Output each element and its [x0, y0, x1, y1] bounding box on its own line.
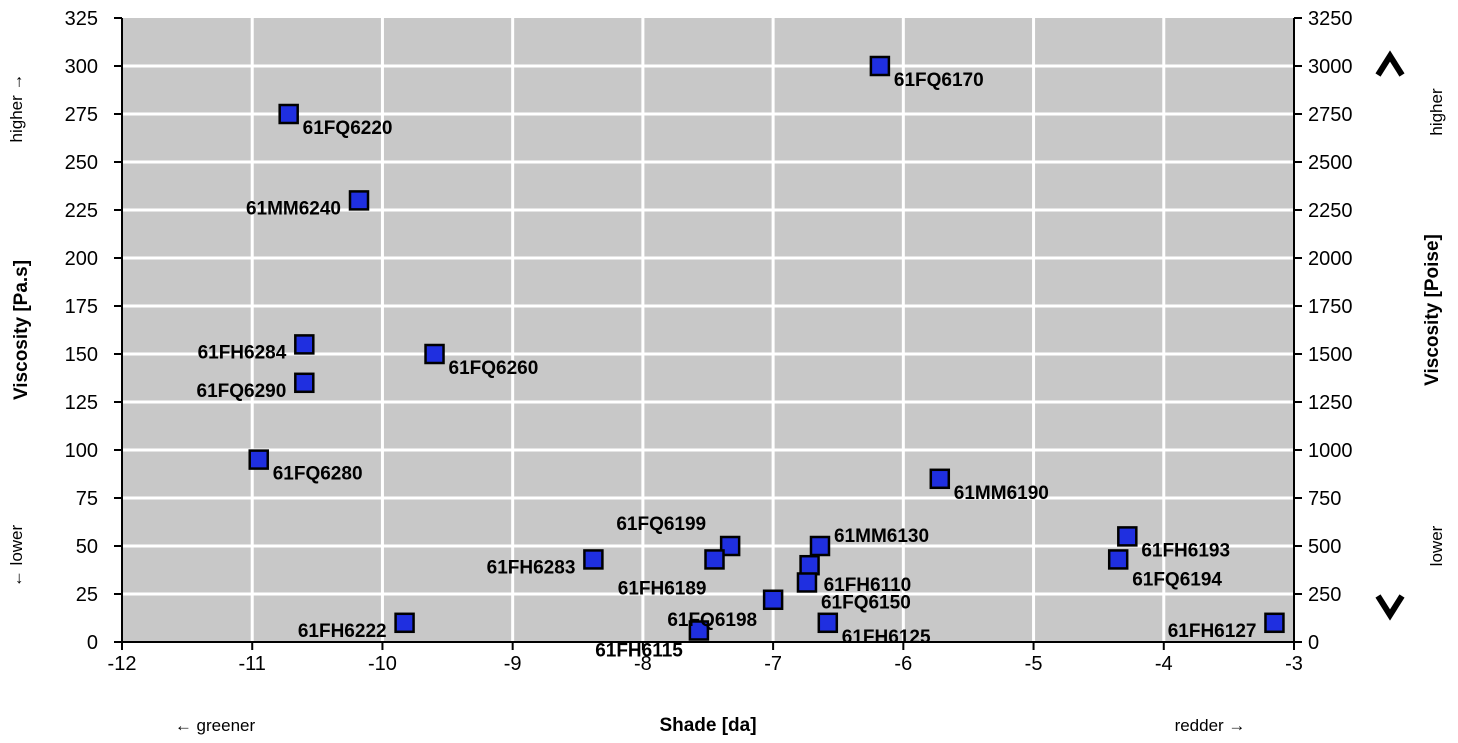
y-tick-label: 325: [65, 8, 98, 30]
x-tick-label: -3: [1285, 653, 1303, 675]
data-point-label: 61FQ6150: [821, 592, 911, 613]
data-point-marker: [704, 549, 725, 570]
y-tick-label: 175: [65, 296, 98, 318]
data-point-label: 61FH6189: [618, 578, 707, 599]
x-tick-label: -12: [108, 653, 137, 675]
data-point-marker: [688, 620, 710, 641]
y-tick-label: 50: [76, 536, 98, 558]
data-point-label: 61FH6125: [842, 627, 931, 648]
data-point-marker: [583, 549, 604, 570]
x-annotation-redder: redder →: [1175, 716, 1246, 735]
y-tick-label: 0: [87, 632, 98, 654]
data-point-label: 61MM6130: [834, 526, 929, 547]
data-point-label: 61FQ6280: [273, 464, 363, 485]
data-point-label: 61FQ6199: [616, 514, 706, 535]
data-point-marker: [294, 372, 315, 394]
x-axis-title: Shade [da]: [659, 715, 756, 736]
data-point-marker: [394, 612, 415, 634]
y2-tick-label: 1500: [1308, 344, 1353, 366]
y-tick-label: 125: [65, 392, 98, 414]
y2-tick-label: 2750: [1308, 104, 1353, 126]
data-point-marker: [1264, 612, 1285, 634]
y-annotation-higher: higher →: [7, 74, 26, 143]
y2-tick-label: 500: [1308, 536, 1341, 558]
y-tick-label: 275: [65, 104, 98, 126]
y2-tick-label: 3250: [1308, 8, 1353, 30]
y-tick-label: 200: [65, 248, 98, 270]
x-tick-label: -10: [368, 653, 397, 675]
data-labels: 61FQ6170 61FQ6220 61MM6240 61FH6284 61FQ6260…: [197, 70, 1257, 661]
y2-tick-label: 1000: [1308, 440, 1353, 462]
data-point-label: 61FQ6290: [197, 381, 287, 402]
data-point-label: 61FQ6194: [1132, 569, 1222, 590]
data-point-marker: [348, 190, 370, 211]
chevron-up-icon: [1375, 50, 1405, 77]
data-point-marker: [719, 535, 741, 557]
data-point-label: 61FQ6198: [667, 610, 757, 631]
y-annotation-lower: ← lower: [7, 524, 26, 587]
y-tick-label: 300: [65, 56, 98, 78]
data-point-marker: [817, 612, 839, 634]
y-axis-title: Viscosity [Pa.s]: [11, 260, 32, 400]
data-point-label: 61FH6110: [824, 575, 912, 596]
data-point-label: 61FH6127: [1168, 621, 1257, 642]
x-tick-label: -9: [504, 653, 522, 675]
y-tick-label: 225: [65, 200, 98, 222]
data-point-marker: [929, 468, 951, 490]
data-points: [248, 55, 1285, 641]
y2-tick-label: 750: [1308, 488, 1341, 510]
data-point-label: 61FH6283: [487, 557, 576, 578]
data-point-marker: [762, 589, 784, 611]
plot-background: [122, 18, 1294, 642]
data-point-label: 61FQ6260: [449, 358, 539, 379]
data-point-label: 61MM6240: [246, 198, 341, 219]
data-point-marker: [869, 55, 891, 77]
data-point-marker: [294, 334, 315, 355]
data-point-label: 61FH6193: [1141, 540, 1230, 561]
y2-tick-label: 0: [1308, 632, 1319, 654]
axes: [114, 17, 1302, 650]
x-tick-label: -6: [894, 653, 912, 675]
y-tick-label: 100: [65, 440, 98, 462]
data-point-label: 61MM6190: [954, 483, 1049, 504]
y2-tick-label: 1250: [1308, 392, 1353, 414]
data-point-label: 61FQ6170: [894, 70, 984, 91]
y2-tick-label: 2000: [1308, 248, 1353, 270]
data-point-label: 61FH6115: [595, 640, 683, 661]
data-point-marker: [799, 554, 820, 576]
y2-tick-label: 3000: [1308, 56, 1353, 78]
y2-annotation-higher: higher: [1427, 88, 1446, 136]
data-point-label: 61FH6222: [298, 621, 387, 642]
y2-annotation-lower: lower: [1427, 525, 1446, 566]
data-point-marker: [278, 103, 299, 125]
y-tick-label: 25: [76, 584, 98, 606]
data-point-marker: [1107, 549, 1129, 570]
data-point-label: 61FH6284: [198, 342, 287, 363]
x-tick-label: -8: [634, 653, 652, 675]
x-tick-label: -5: [1025, 653, 1043, 675]
y2-tick-label: 2250: [1308, 200, 1353, 222]
x-annotation-greener: ← greener: [175, 716, 256, 735]
data-point-marker: [809, 535, 831, 557]
data-point-marker: [796, 572, 818, 593]
y-tick-label: 150: [65, 344, 98, 366]
y2-axis-title: Viscosity [Poise]: [1422, 234, 1443, 386]
data-point-marker: [1117, 526, 1138, 547]
data-point-label: 61FQ6220: [303, 118, 393, 139]
y2-tick-label: 1750: [1308, 296, 1353, 318]
x-tick-label: -4: [1155, 653, 1173, 675]
y-tick-label: 75: [76, 488, 98, 510]
y-tick-label: 250: [65, 152, 98, 174]
x-tick-label: -11: [239, 653, 266, 675]
y2-tick-label: 2500: [1308, 152, 1353, 174]
data-point-marker: [248, 449, 269, 470]
grid: [122, 18, 1294, 642]
chevron-down-icon: [1375, 594, 1405, 621]
y2-tick-label: 250: [1308, 584, 1341, 606]
x-tick-label: -7: [764, 653, 782, 675]
data-point-marker: [424, 343, 445, 365]
